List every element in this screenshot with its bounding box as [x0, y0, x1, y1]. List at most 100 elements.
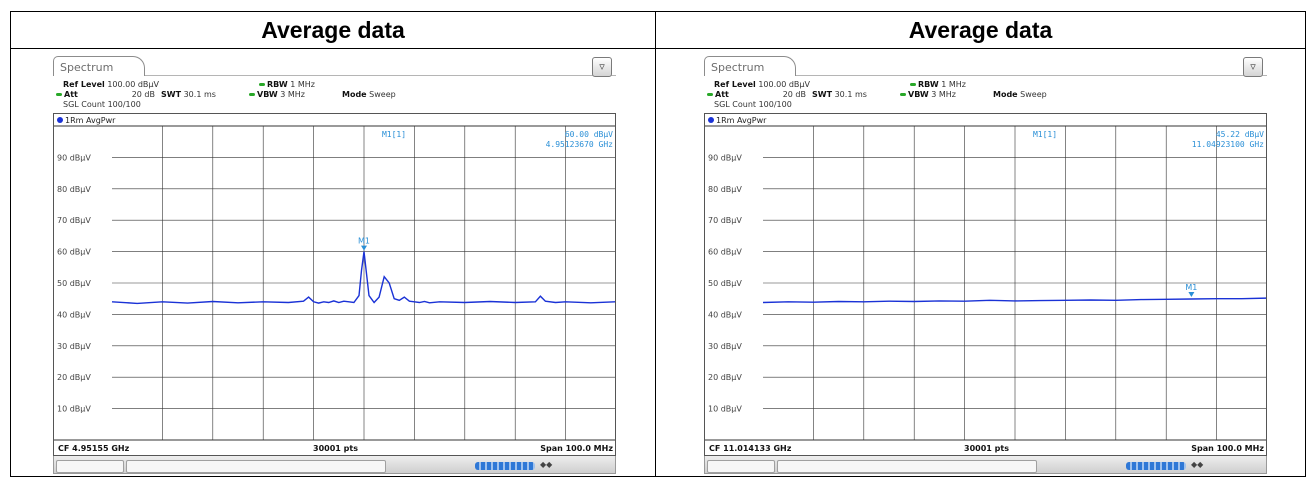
- ref-level-info: Ref Level 100.00 dBµV: [63, 80, 159, 89]
- spectrum-plot[interactable]: 1Rm AvgPwr 90 dBµV 80 dBµV 70 dBµV 60 dBµV 50…: [53, 113, 616, 456]
- y-tick-label: 80 dBµV: [708, 185, 742, 194]
- status-field-left[interactable]: [707, 460, 775, 473]
- marker-readout-frequency: 11.04923100 GHz: [1192, 140, 1264, 149]
- sgl-count: SGL Count 100/100: [714, 100, 792, 109]
- progress-indicator: [1126, 462, 1186, 470]
- y-tick-label: 60 dBµV: [708, 248, 742, 257]
- tab-divider: [145, 75, 616, 76]
- points-label: 30001 pts: [313, 444, 358, 453]
- swt-label: SWT: [161, 90, 182, 99]
- y-tick-label: 90 dBµV: [708, 153, 742, 162]
- y-tick-label: 80 dBµV: [57, 185, 91, 194]
- y-tick-label: 20 dBµV: [57, 373, 91, 382]
- marker-triangle: [361, 245, 367, 251]
- swt-value: 30.1 ms: [183, 90, 216, 99]
- mode-label: Mode: [342, 90, 367, 99]
- att-value: 20 dB: [131, 90, 155, 99]
- y-tick-label: 10 dBµV: [57, 405, 91, 414]
- ref-level-info: Ref Level 100.00 dBµV: [714, 80, 810, 89]
- y-tick-label: 70 dBµV: [708, 216, 742, 225]
- ref-level-label: Ref Level: [63, 80, 105, 89]
- span-label: Span 100.0 MHz: [540, 444, 613, 453]
- y-tick-label: 30 dBµV: [57, 342, 91, 351]
- vbw-info: VBW 3 MHz: [249, 90, 305, 99]
- report-table: Average data Spectrum ▿ Ref Level 100.00…: [10, 11, 1306, 477]
- sgl-count: SGL Count 100/100: [63, 100, 141, 109]
- marker-label: M1: [1185, 283, 1197, 292]
- mode-info: Mode Sweep: [993, 90, 1047, 99]
- y-tick-label: 90 dBµV: [57, 153, 91, 162]
- y-tick-label: 40 dBµV: [708, 310, 742, 319]
- spectrum-chart: 1Rm AvgPwr 90 dBµV 80 dBµV 70 dBµV 60 dBµV 50…: [705, 116, 1266, 453]
- mode-value: Sweep: [369, 90, 396, 99]
- points-label: 30001 pts: [964, 444, 1009, 453]
- y-tick-label: 20 dBµV: [708, 373, 742, 382]
- busy-icon: ◆◆: [540, 460, 553, 469]
- att-indicator-icon: [707, 93, 713, 96]
- mode-info: Mode Sweep: [342, 90, 396, 99]
- rbw-indicator-icon: [259, 83, 265, 86]
- center-frequency-label: CF 4.95155 GHz: [58, 444, 130, 453]
- busy-icon: ◆◆: [1191, 460, 1204, 469]
- y-tick-label: 40 dBµV: [57, 310, 91, 319]
- trace-label: 1Rm AvgPwr: [65, 116, 116, 125]
- spectrum-tab[interactable]: Spectrum: [704, 56, 796, 76]
- status-field-message[interactable]: [126, 460, 386, 473]
- spectrum-tab[interactable]: Spectrum: [53, 56, 145, 76]
- y-tick-label: 10 dBµV: [708, 405, 742, 414]
- progress-indicator: [475, 462, 535, 470]
- vbw-value: 3 MHz: [280, 90, 305, 99]
- y-tick-label: 60 dBµV: [57, 248, 91, 257]
- rbw-value: 1 MHz: [290, 80, 315, 89]
- marker-readout-level: 45.22 dBµV: [1216, 130, 1264, 139]
- mode-label: Mode: [993, 90, 1018, 99]
- marker-label: M1: [358, 237, 370, 246]
- rbw-indicator-icon: [910, 83, 916, 86]
- left-panel: Average data Spectrum ▿ Ref Level 100.00…: [11, 12, 656, 476]
- rbw-label: RBW: [267, 80, 288, 89]
- status-bar: ◆◆: [704, 456, 1267, 474]
- marker-readout-level: 60.00 dBµV: [565, 130, 613, 139]
- span-label: Span 100.0 MHz: [1191, 444, 1264, 453]
- att-label: Att: [64, 90, 78, 99]
- att-label: Att: [715, 90, 729, 99]
- ref-level-label: Ref Level: [714, 80, 756, 89]
- trace-indicator-icon: [57, 117, 63, 123]
- swt-value: 30.1 ms: [834, 90, 867, 99]
- vbw-label: VBW: [908, 90, 929, 99]
- tab-divider: [796, 75, 1267, 76]
- status-field-left[interactable]: [56, 460, 124, 473]
- status-field-message[interactable]: [777, 460, 1037, 473]
- trace-label: 1Rm AvgPwr: [716, 116, 767, 125]
- marker-readout-name: M1[1]: [1033, 130, 1057, 139]
- marker-readout-frequency: 4.95123670 GHz: [546, 140, 614, 149]
- marker-triangle: [1188, 292, 1195, 298]
- panel-title: Average data: [11, 12, 655, 49]
- att-info: Att: [707, 90, 729, 99]
- panel-title: Average data: [656, 12, 1305, 49]
- rbw-value: 1 MHz: [941, 80, 966, 89]
- trace-line: [762, 297, 1266, 304]
- filter-icon[interactable]: ▿: [592, 57, 612, 77]
- vbw-value: 3 MHz: [931, 90, 956, 99]
- vbw-indicator-icon: [900, 93, 906, 96]
- att-indicator-icon: [56, 93, 62, 96]
- filter-icon[interactable]: ▿: [1243, 57, 1263, 77]
- y-tick-label: 50 dBµV: [57, 279, 91, 288]
- rbw-info: RBW 1 MHz: [910, 80, 966, 89]
- swt-info: SWT 30.1 ms: [161, 90, 216, 99]
- spectrum-screen: Spectrum ▿ Ref Level 100.00 dBµV Att 20 …: [53, 56, 616, 474]
- att-value: 20 dB: [782, 90, 806, 99]
- status-bar: ◆◆: [53, 456, 616, 474]
- spectrum-plot[interactable]: 1Rm AvgPwr 90 dBµV 80 dBµV 70 dBµV 60 dBµV 50…: [704, 113, 1267, 456]
- mode-value: Sweep: [1020, 90, 1047, 99]
- ref-level-value: 100.00 dBµV: [758, 80, 810, 89]
- att-info: Att: [56, 90, 78, 99]
- trace-indicator-icon: [708, 117, 714, 123]
- right-panel: Average data Spectrum ▿ Ref Level 100.00…: [656, 12, 1305, 476]
- y-tick-label: 70 dBµV: [57, 216, 91, 225]
- swt-label: SWT: [812, 90, 833, 99]
- center-frequency-label: CF 11.014133 GHz: [709, 444, 792, 453]
- rbw-info: RBW 1 MHz: [259, 80, 315, 89]
- vbw-info: VBW 3 MHz: [900, 90, 956, 99]
